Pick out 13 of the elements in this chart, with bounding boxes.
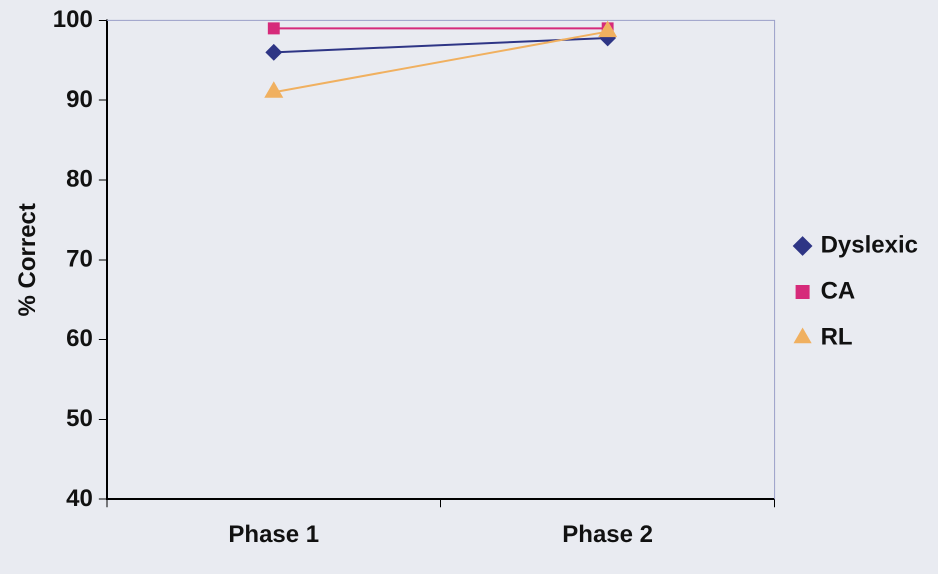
- x-tick-label: Phase 2: [562, 521, 654, 548]
- y-tick-label: 90: [66, 86, 93, 113]
- y-tick-label: 40: [66, 484, 93, 512]
- y-tick-label: 70: [66, 245, 93, 272]
- y-tick-label: 60: [66, 325, 93, 352]
- y-tick-label: 50: [66, 405, 93, 432]
- x-tick-label: Phase 1: [228, 521, 320, 548]
- y-axis-title: % Correct: [14, 203, 42, 316]
- y-tick-label: 80: [66, 166, 93, 193]
- legend-label: RL: [820, 324, 853, 351]
- legend-label: CA: [820, 278, 856, 305]
- legend-label: Dyslexic: [820, 232, 918, 259]
- y-tick-label: 100: [52, 6, 93, 34]
